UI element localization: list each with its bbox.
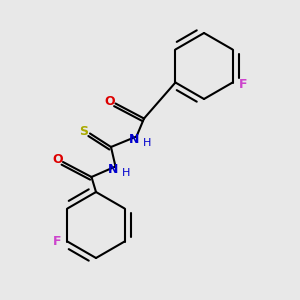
Text: F: F (53, 235, 61, 248)
Text: H: H (122, 168, 130, 178)
Text: S: S (80, 124, 88, 138)
Text: F: F (239, 77, 247, 91)
Text: H: H (143, 138, 151, 148)
Text: N: N (129, 133, 139, 146)
Text: N: N (108, 163, 118, 176)
Text: O: O (52, 153, 63, 166)
Text: O: O (105, 94, 116, 108)
